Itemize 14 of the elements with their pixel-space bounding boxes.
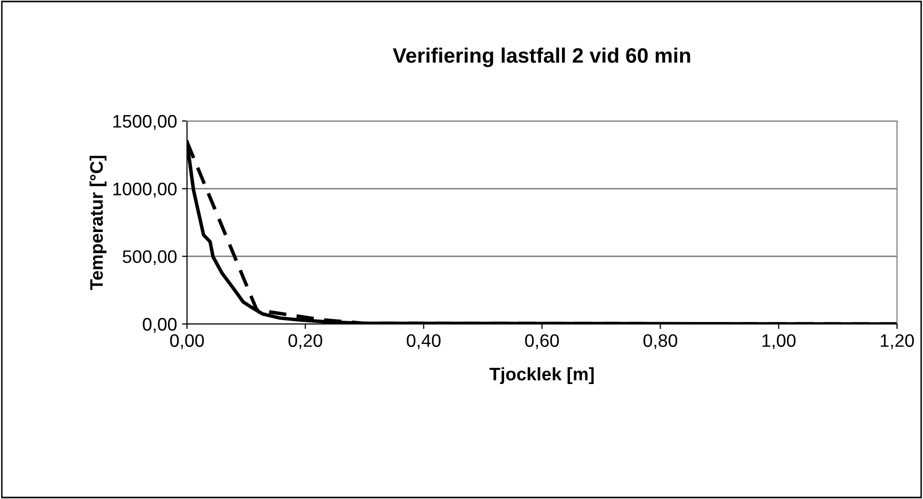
x-tick-label: 0,40	[406, 334, 441, 350]
y-tick-label: 500,00	[122, 250, 177, 266]
x-axis-title: Tjocklek [m]	[490, 367, 594, 384]
y-tick-label: 1500,00	[113, 114, 177, 130]
x-tick-label: 0,80	[643, 334, 678, 350]
x-tick-label: 1,00	[762, 334, 796, 350]
chart-title: Verifiering lastfall 2 vid 60 min	[392, 48, 690, 68]
y-tick-label: 0,00	[142, 318, 177, 333]
x-tick-label: 0,00	[170, 334, 204, 350]
y-axis-title: Temperatur [°C]	[90, 156, 106, 290]
y-tick-label: 1000,00	[113, 182, 177, 198]
x-tick-label: 0,60	[525, 334, 559, 350]
x-tick-label: 0,20	[288, 334, 322, 350]
x-tick-label: 1,20	[880, 334, 914, 350]
